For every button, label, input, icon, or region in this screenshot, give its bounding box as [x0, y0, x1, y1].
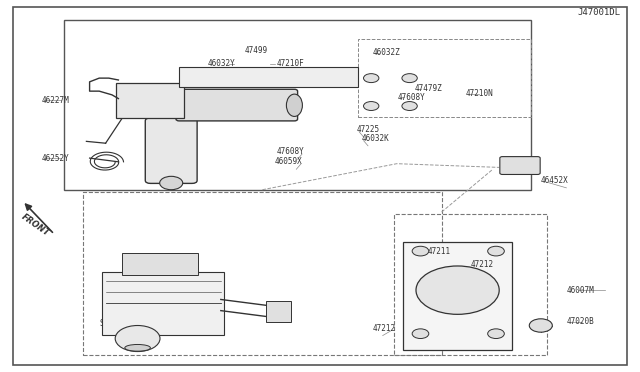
Text: 47212: 47212 [470, 260, 493, 269]
Text: 46032Z: 46032Z [372, 48, 400, 57]
Text: 47020B: 47020B [566, 317, 594, 326]
Text: 47608Y: 47608Y [398, 93, 426, 102]
FancyBboxPatch shape [266, 301, 291, 322]
Circle shape [529, 319, 552, 332]
Text: J47001DL: J47001DL [578, 8, 621, 17]
Circle shape [488, 246, 504, 256]
Circle shape [160, 176, 183, 190]
Text: 47479Z: 47479Z [415, 84, 442, 93]
Text: 47212: 47212 [372, 324, 396, 333]
Bar [64, 20, 531, 190]
Text: SEC.460: SEC.460 [99, 319, 131, 328]
Circle shape [402, 102, 417, 110]
Bar [394, 214, 547, 355]
Text: 47608Y: 47608Y [276, 147, 304, 156]
Circle shape [416, 266, 499, 314]
Text: 46252Y: 46252Y [42, 154, 69, 163]
FancyBboxPatch shape [403, 242, 512, 350]
Text: 47225: 47225 [357, 125, 380, 134]
Circle shape [412, 329, 429, 339]
Text: 46059X: 46059X [275, 157, 303, 166]
Text: 47211: 47211 [428, 247, 451, 256]
Circle shape [412, 246, 429, 256]
FancyBboxPatch shape [102, 272, 224, 335]
Text: 47210F: 47210F [276, 60, 304, 68]
Bar [179, 67, 358, 87]
Ellipse shape [125, 344, 150, 351]
Circle shape [364, 74, 379, 83]
Circle shape [402, 74, 417, 83]
Ellipse shape [287, 94, 303, 116]
Text: 47210N: 47210N [466, 89, 493, 98]
Text: 46007M: 46007M [566, 286, 594, 295]
Circle shape [364, 102, 379, 110]
Circle shape [115, 326, 160, 352]
Circle shape [488, 329, 504, 339]
Text: FRONT: FRONT [19, 212, 51, 238]
FancyBboxPatch shape [13, 7, 627, 365]
FancyBboxPatch shape [500, 157, 540, 174]
Bar [358, 39, 531, 117]
Bar [83, 192, 442, 355]
Text: 46452X: 46452X [541, 176, 568, 185]
FancyBboxPatch shape [116, 83, 184, 118]
Bar [122, 253, 198, 275]
Text: 47499: 47499 [244, 46, 268, 55]
FancyBboxPatch shape [176, 89, 298, 121]
Text: 46227M: 46227M [42, 96, 69, 105]
Text: 46032K: 46032K [362, 134, 389, 143]
Text: 46032Y: 46032Y [208, 60, 236, 68]
FancyBboxPatch shape [145, 118, 197, 183]
